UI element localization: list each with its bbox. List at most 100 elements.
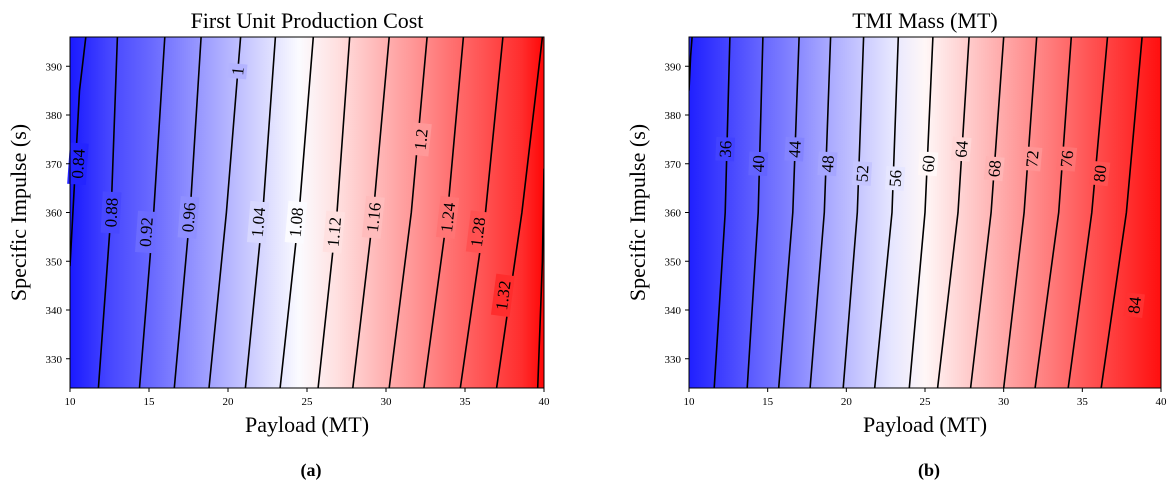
contour-label-text: 0.96: [178, 202, 199, 233]
contour-line: [1100, 37, 1143, 388]
contour-line: [777, 37, 800, 388]
contour-label-text: 1.04: [248, 206, 270, 238]
contour-label: 1.32: [490, 273, 515, 318]
contour-label-text: 1.32: [492, 279, 515, 311]
contour-line: [1002, 37, 1038, 388]
contour-label-text: 52: [853, 164, 873, 182]
y-tick-label: 390: [46, 61, 63, 73]
contour-line: [908, 37, 934, 388]
panel-b: 36 40 44 48 52 56 60 64 68 72 76 80 84 10 15 20 25 30 35 40…: [625, 8, 1167, 481]
contour-label-text: 1.24: [437, 201, 459, 233]
x-tick-label: 10: [684, 396, 696, 408]
contour-label: 36: [715, 136, 736, 162]
contour-label-text: 44: [785, 140, 805, 159]
contour-line: [495, 37, 544, 388]
x-tick-label: 40: [539, 396, 551, 408]
contour-line: [1034, 37, 1073, 388]
contour-label-text: 56: [886, 169, 906, 187]
y-tick-label: 350: [46, 256, 63, 268]
y-tick-label: 370: [665, 159, 682, 171]
contour-label-text: 40: [749, 155, 769, 173]
x-axis-label: Payload (MT): [245, 412, 369, 437]
contour-label-text: 0.92: [136, 217, 157, 248]
contour-line: [536, 168, 544, 388]
x-tick-label: 35: [460, 396, 472, 408]
contour-label: 56: [884, 165, 906, 191]
contour-line: [70, 37, 87, 267]
x-tick-label: 20: [223, 396, 235, 408]
contour-line: [746, 37, 764, 388]
contour-label-text: 68: [984, 159, 1005, 178]
y-axis-label: Specific Impulse (s): [6, 124, 31, 301]
contour-label: 1.28: [465, 210, 490, 254]
contour-label: 1.08: [284, 200, 308, 244]
contour-label-text: 1.28: [467, 216, 489, 248]
contour-label-text: 0.88: [101, 197, 122, 228]
contour-line: [208, 37, 242, 388]
contour-label-text: 36: [716, 140, 736, 158]
contour-label-text: 1.08: [286, 207, 308, 238]
x-tick-label: 20: [841, 396, 853, 408]
x-tick-label: 15: [144, 396, 156, 408]
contour-label: 1.2: [409, 122, 432, 157]
contour-line: [713, 37, 731, 388]
x-tick-label: 25: [920, 396, 932, 408]
y-tick-label: 340: [46, 305, 63, 317]
x-axis-label: Payload (MT): [863, 412, 987, 437]
contour-line: [842, 37, 865, 388]
contour-label-text: 1.2: [411, 128, 432, 151]
contour-label: 0.92: [135, 210, 157, 254]
contour-line: [689, 37, 693, 91]
contour-label: 60: [918, 151, 939, 177]
contour-label-text: 76: [1057, 149, 1078, 168]
contour-line: [873, 37, 900, 388]
contour-label: 64: [950, 136, 972, 162]
contour-label: 48: [817, 151, 838, 177]
contour-label: 52: [852, 161, 873, 186]
contour-label: 84: [1123, 292, 1145, 318]
y-axis-label: Specific Impulse (s): [625, 124, 650, 301]
x-tick-label: 40: [1156, 396, 1168, 408]
chart-title: First Unit Production Cost: [191, 8, 424, 33]
y-tick-label: 380: [665, 110, 682, 122]
contour-line: [388, 37, 428, 388]
contour-label-text: 72: [1022, 150, 1043, 169]
contour-label: 80: [1089, 160, 1111, 187]
chart-title: TMI Mass (MT): [852, 8, 997, 33]
x-tick-label: 25: [302, 396, 314, 408]
y-tick-label: 390: [665, 61, 682, 73]
contour-label: 0.96: [177, 196, 200, 239]
contour-label-text: 80: [1090, 164, 1111, 183]
contour-line: [936, 37, 970, 388]
contour-label: 1.24: [436, 195, 459, 239]
contour-line: [1067, 37, 1109, 388]
y-tick-label: 380: [46, 110, 63, 122]
panel-a: 0.84 0.88 0.92 0.96 1 1.04 1.08 1.12 1.16 1.2 1.24…: [6, 8, 550, 481]
contour-lines: [689, 37, 1143, 388]
contour-label-text: 1.16: [363, 202, 385, 234]
y-tick-label: 340: [665, 305, 682, 317]
contour-label: 44: [784, 136, 805, 162]
contour-label-text: 48: [818, 155, 838, 173]
y-tick-label: 350: [665, 256, 682, 268]
panel-caption: (b): [918, 460, 940, 481]
contour-label: 1: [227, 62, 248, 80]
contour-label: 1.12: [322, 210, 346, 254]
contour-line: [969, 37, 1005, 388]
x-tick-label: 30: [998, 396, 1010, 408]
contour-label: 40: [748, 151, 769, 176]
contour-label-text: 64: [951, 139, 971, 158]
contour-label-text: 1.12: [324, 216, 346, 247]
y-tick-label: 370: [46, 159, 63, 171]
contour-label: 68: [983, 155, 1005, 182]
x-tick-label: 10: [65, 396, 77, 408]
x-tick-label: 15: [762, 396, 774, 408]
contour-label-text: 60: [919, 155, 939, 173]
contour-label: 0.88: [100, 191, 122, 234]
contour-label: 1.04: [246, 200, 270, 244]
x-tick-label: 30: [381, 396, 393, 408]
contour-label: 0.84: [67, 142, 89, 186]
panel-caption: (a): [301, 460, 322, 481]
